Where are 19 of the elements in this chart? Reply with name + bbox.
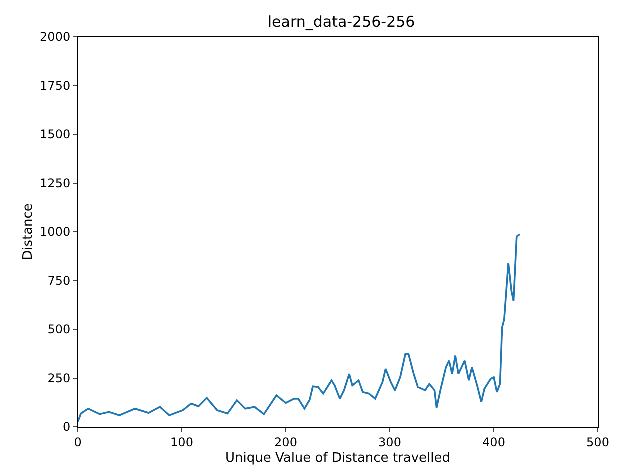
x-tick-label: 500 <box>586 435 610 450</box>
y-tick-label: 1000 <box>40 225 71 240</box>
y-tick-label: 1750 <box>40 78 71 93</box>
y-tick-label: 1250 <box>40 176 71 190</box>
y-tick-label: 750 <box>48 274 71 288</box>
chart-title: learn_data-256-256 <box>268 13 416 32</box>
line-series <box>78 234 521 424</box>
x-tick-label: 300 <box>378 435 402 450</box>
x-tick-label: 0 <box>74 435 82 450</box>
y-tick-label: 1500 <box>40 128 71 142</box>
y-tick-label: 250 <box>48 371 71 386</box>
x-tick-label: 100 <box>170 435 194 450</box>
x-tick-label: 400 <box>482 435 506 450</box>
y-tick-label: 500 <box>48 322 71 337</box>
x-axis-title: Unique Value of Distance travelled <box>225 451 451 466</box>
x-tick-label: 200 <box>274 435 298 450</box>
y-axis-title: Distance <box>21 204 36 260</box>
y-tick-label: 0 <box>62 420 71 434</box>
y-tick-label: 2000 <box>40 30 71 44</box>
